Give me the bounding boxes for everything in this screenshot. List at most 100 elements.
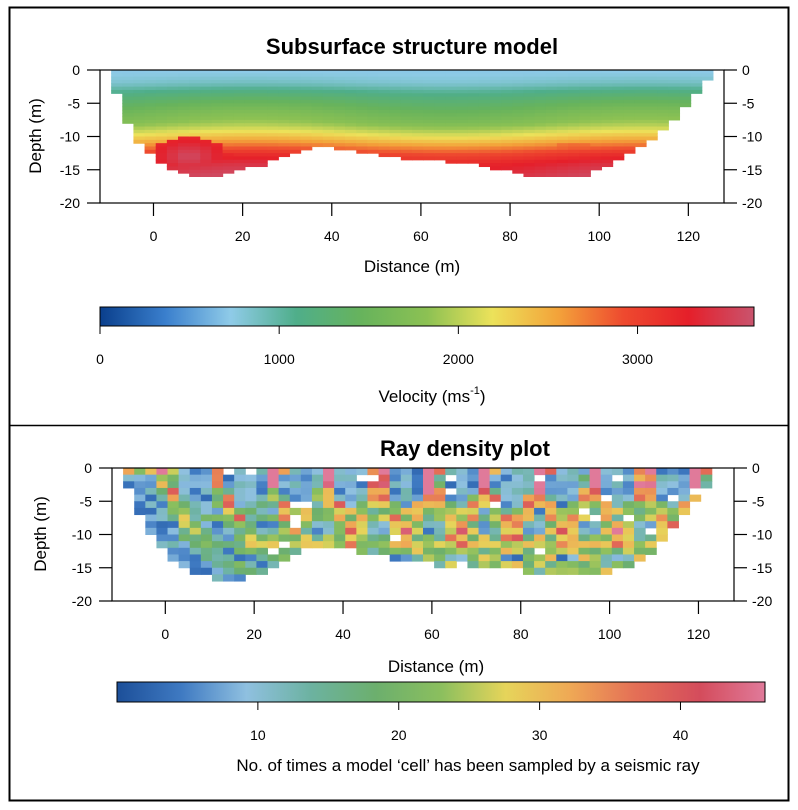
velocity-cell (200, 79, 213, 84)
ray-density-x-axis-label: Distance (m) (388, 657, 484, 676)
ray-density-cell (234, 541, 246, 549)
velocity-cell (166, 109, 179, 114)
velocity-cell (300, 89, 313, 94)
velocity-x-axis: 0 20 40 60 80 100 120 (150, 203, 700, 244)
velocity-cell (322, 99, 335, 104)
velocity-cell (345, 86, 357, 91)
ray-density-cell (445, 534, 457, 542)
velocity-cell (300, 86, 313, 91)
ray-density-cell (189, 514, 202, 522)
velocity-cell (378, 96, 391, 101)
ray-density-cell (545, 521, 557, 529)
ray-density-cell (200, 474, 213, 482)
velocity-cell (545, 143, 558, 148)
velocity-cell (322, 133, 335, 138)
velocity-cell (256, 146, 268, 151)
ray-density-cell (145, 521, 157, 529)
velocity-cell (634, 136, 647, 141)
ray-density-cell (411, 501, 424, 509)
velocity-cell (612, 123, 625, 128)
velocity-cell (378, 153, 391, 158)
velocity-cell (200, 149, 213, 154)
velocity-cell (222, 136, 235, 141)
velocity-cell (155, 139, 168, 144)
velocity-cell (356, 146, 369, 151)
velocity-cell (634, 126, 647, 131)
velocity-cell (300, 83, 313, 88)
ray-density-cell (400, 547, 413, 555)
velocity-cell (244, 136, 257, 141)
velocity-cell (423, 76, 435, 81)
velocity-cell (445, 86, 458, 91)
velocity-cell (300, 143, 313, 148)
velocity-cell (545, 106, 558, 111)
velocity-cell (166, 126, 179, 131)
velocity-cell (579, 109, 591, 114)
velocity-cell (646, 70, 658, 74)
velocity-cell (389, 149, 402, 154)
velocity-cell (668, 113, 681, 118)
velocity-cell (189, 126, 201, 131)
ray-density-cell (445, 554, 457, 562)
velocity-cell (445, 70, 458, 74)
velocity-cell (612, 149, 625, 154)
velocity-cell (311, 70, 324, 74)
velocity-cell (178, 156, 190, 161)
velocity-cell (345, 123, 357, 128)
ray-density-cell (356, 481, 368, 489)
velocity-cell (389, 139, 402, 144)
velocity-cell (166, 133, 179, 138)
ray-density-cell (167, 527, 180, 535)
ray-density-cell (445, 521, 457, 529)
ray-density-cell (256, 534, 268, 542)
velocity-cell (400, 73, 413, 78)
ray-density-cell (134, 474, 146, 482)
ray-density-field (123, 468, 713, 582)
velocity-cell (334, 113, 346, 118)
ray-density-cell (700, 481, 713, 489)
ray-density-cell (589, 494, 602, 502)
velocity-cell (211, 106, 224, 111)
velocity-cell (556, 169, 569, 174)
velocity-cell (278, 136, 291, 141)
velocity-cell (211, 96, 224, 101)
velocity-cell (501, 123, 513, 128)
velocity-cell (534, 109, 547, 114)
ray-density-cell (511, 481, 524, 489)
velocity-cell (568, 96, 580, 101)
velocity-cell (623, 86, 636, 91)
velocity-cell (311, 119, 324, 124)
ray-density-cell (345, 521, 357, 529)
ray-density-cell (545, 567, 557, 575)
velocity-cell (545, 103, 558, 108)
velocity-cell (200, 93, 213, 98)
velocity-cell (189, 173, 201, 177)
velocity-cell (601, 143, 614, 148)
ray-density-cell (589, 474, 602, 482)
velocity-cell (278, 99, 291, 104)
velocity-cell (400, 116, 413, 121)
velocity-cell (412, 146, 424, 151)
velocity-cell (623, 113, 636, 118)
ray-density-chart-title: Ray density plot (380, 436, 551, 461)
velocity-cell (200, 89, 213, 94)
velocity-cell (345, 79, 357, 84)
ray-density-cell (311, 507, 324, 516)
ray-density-cell (200, 487, 213, 496)
velocity-cell (345, 99, 357, 104)
velocity-cell (233, 133, 246, 138)
velocity-cell (579, 83, 591, 88)
ray-density-cell (600, 534, 613, 542)
ray-density-cell (223, 494, 235, 502)
velocity-cell (467, 83, 480, 88)
velocity-cell (356, 106, 369, 111)
velocity-cell (412, 99, 424, 104)
velocity-cell (200, 109, 213, 114)
velocity-cell (334, 86, 346, 91)
ray-density-cell (234, 567, 246, 575)
velocity-cell (523, 129, 536, 134)
velocity-cell (222, 153, 235, 158)
velocity-cell (211, 116, 224, 121)
velocity-cell (345, 76, 357, 81)
